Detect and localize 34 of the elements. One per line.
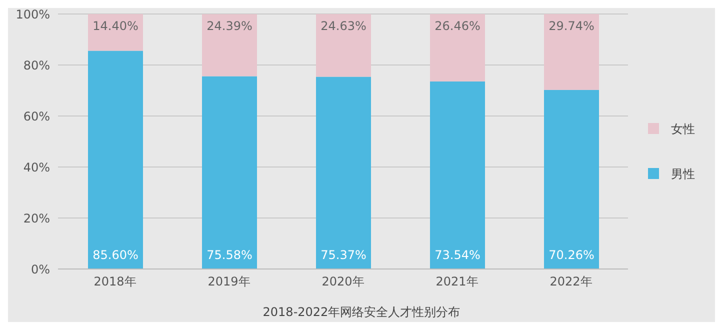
- data-label: 70.26%: [548, 248, 594, 262]
- bar: [316, 76, 371, 269]
- x-tick-label: 2019年: [208, 274, 250, 289]
- bar: [88, 50, 143, 269]
- bar: [316, 14, 371, 77]
- text: 2018-2022年网络安全人才性别分布: [262, 304, 462, 321]
- x-tick-label: 2018年: [94, 274, 136, 289]
- bar: [544, 14, 599, 90]
- x-tick-label: 2020年: [322, 274, 364, 289]
- legend-label: 男性: [671, 166, 695, 180]
- y-tick-label: 60%: [23, 109, 50, 124]
- data-label: 14.40%: [92, 19, 138, 33]
- legend-label: 女性: [671, 122, 695, 136]
- data-label: 29.74%: [548, 19, 594, 33]
- bar: [202, 76, 257, 269]
- x-tick-label: 2021年: [436, 274, 478, 289]
- data-label: 75.37%: [320, 248, 366, 262]
- y-tick-label: 80%: [23, 58, 50, 72]
- y-tick-label: 40%: [23, 160, 50, 174]
- bar: [430, 14, 485, 82]
- data-label: 24.39%: [206, 19, 252, 34]
- bar: [202, 14, 257, 76]
- data-label: 26.46%: [434, 19, 480, 33]
- y-tick-label: 100%: [16, 7, 50, 22]
- data-label: 24.63%: [320, 19, 366, 33]
- bar: [88, 14, 143, 51]
- y-tick-label: 0%: [30, 262, 50, 276]
- bar: [430, 81, 485, 269]
- data-label: 75.58%: [206, 248, 252, 262]
- data-label: 73.54%: [434, 248, 480, 262]
- bar: [544, 90, 599, 269]
- x-tick-label: 2022年: [550, 274, 592, 289]
- data-label: 85.60%: [92, 248, 138, 262]
- y-tick-label: 20%: [23, 211, 50, 226]
